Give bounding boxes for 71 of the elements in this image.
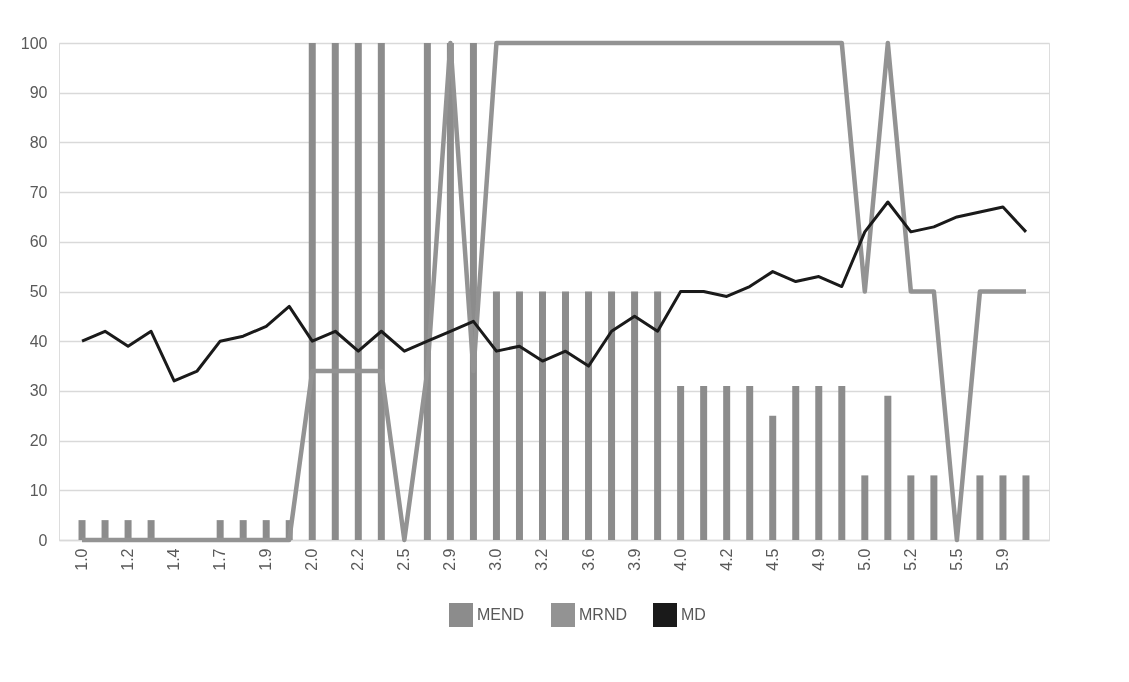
x-tick-label: 3.9 [625, 548, 643, 571]
y-tick-label: 20 [29, 432, 48, 450]
bar [423, 43, 431, 540]
bar [907, 475, 915, 540]
bar [654, 291, 662, 540]
bar [492, 291, 500, 540]
bar [884, 395, 892, 540]
y-tick-label: 0 [38, 531, 48, 549]
legend-label: MD [681, 606, 706, 623]
legend-label: MEND [477, 606, 525, 623]
bar [792, 385, 800, 540]
bar [631, 291, 639, 540]
bar [608, 291, 616, 540]
x-tick-label: 4.5 [763, 548, 781, 571]
y-tick-label: 100 [20, 34, 48, 52]
bar [815, 385, 823, 540]
x-tick-label: 4.2 [717, 548, 735, 571]
x-tick-label: 5.2 [901, 548, 919, 571]
line-series [79, 40, 1029, 543]
legend-label: MRND [579, 606, 627, 623]
x-tick-label: 4.9 [809, 548, 827, 571]
y-tick-label: 70 [29, 183, 48, 201]
x-tick-label: 1.0 [73, 548, 91, 571]
bar [262, 520, 270, 540]
x-tick-label: 3.6 [579, 548, 597, 571]
line-series [80, 200, 1028, 383]
x-tick-label: 2.5 [395, 548, 413, 571]
x-tick-label: 2.9 [441, 548, 459, 571]
bar [838, 385, 846, 540]
x-tick-label: 1.7 [211, 548, 229, 571]
x-tick-label: 4.0 [671, 548, 689, 571]
bar [585, 291, 593, 540]
y-tick-label: 50 [29, 283, 48, 300]
x-tick-label: 3.2 [533, 548, 551, 571]
bar [930, 475, 938, 540]
x-tick-label: 1.2 [119, 548, 137, 571]
bar [101, 520, 109, 540]
bar [538, 291, 546, 540]
x-tick-label: 5.9 [993, 548, 1011, 571]
x-tick-label: 1.4 [165, 548, 183, 571]
x-tick-label: 3.0 [487, 548, 505, 571]
y-tick-label: 10 [29, 481, 48, 499]
bar [562, 291, 570, 540]
bar [746, 385, 754, 540]
bar [723, 385, 731, 540]
y-tick-label: 40 [29, 332, 48, 350]
x-tick-label: 5.5 [947, 548, 965, 571]
bar [147, 520, 155, 540]
bar [308, 43, 316, 540]
bar [124, 520, 132, 540]
y-tick-label: 30 [29, 382, 48, 400]
x-tick-label: 2.2 [349, 548, 367, 571]
bar [216, 520, 224, 540]
bar [769, 415, 777, 540]
bar [239, 520, 247, 540]
x-tick-label: 2.0 [303, 548, 321, 571]
y-tick-label: 80 [29, 133, 48, 151]
bar [677, 385, 685, 540]
bar [354, 43, 362, 540]
x-tick-label: 5.0 [855, 548, 873, 571]
bar [377, 43, 385, 540]
x-tick-label: 1.9 [257, 548, 275, 571]
bar [700, 385, 708, 540]
bar [331, 43, 339, 540]
y-tick-label: 90 [29, 84, 48, 102]
bar [515, 291, 523, 540]
bar [1022, 475, 1030, 540]
y-tick-label: 60 [29, 233, 48, 251]
bar [999, 475, 1007, 540]
bar [861, 475, 869, 540]
bar [976, 475, 984, 540]
